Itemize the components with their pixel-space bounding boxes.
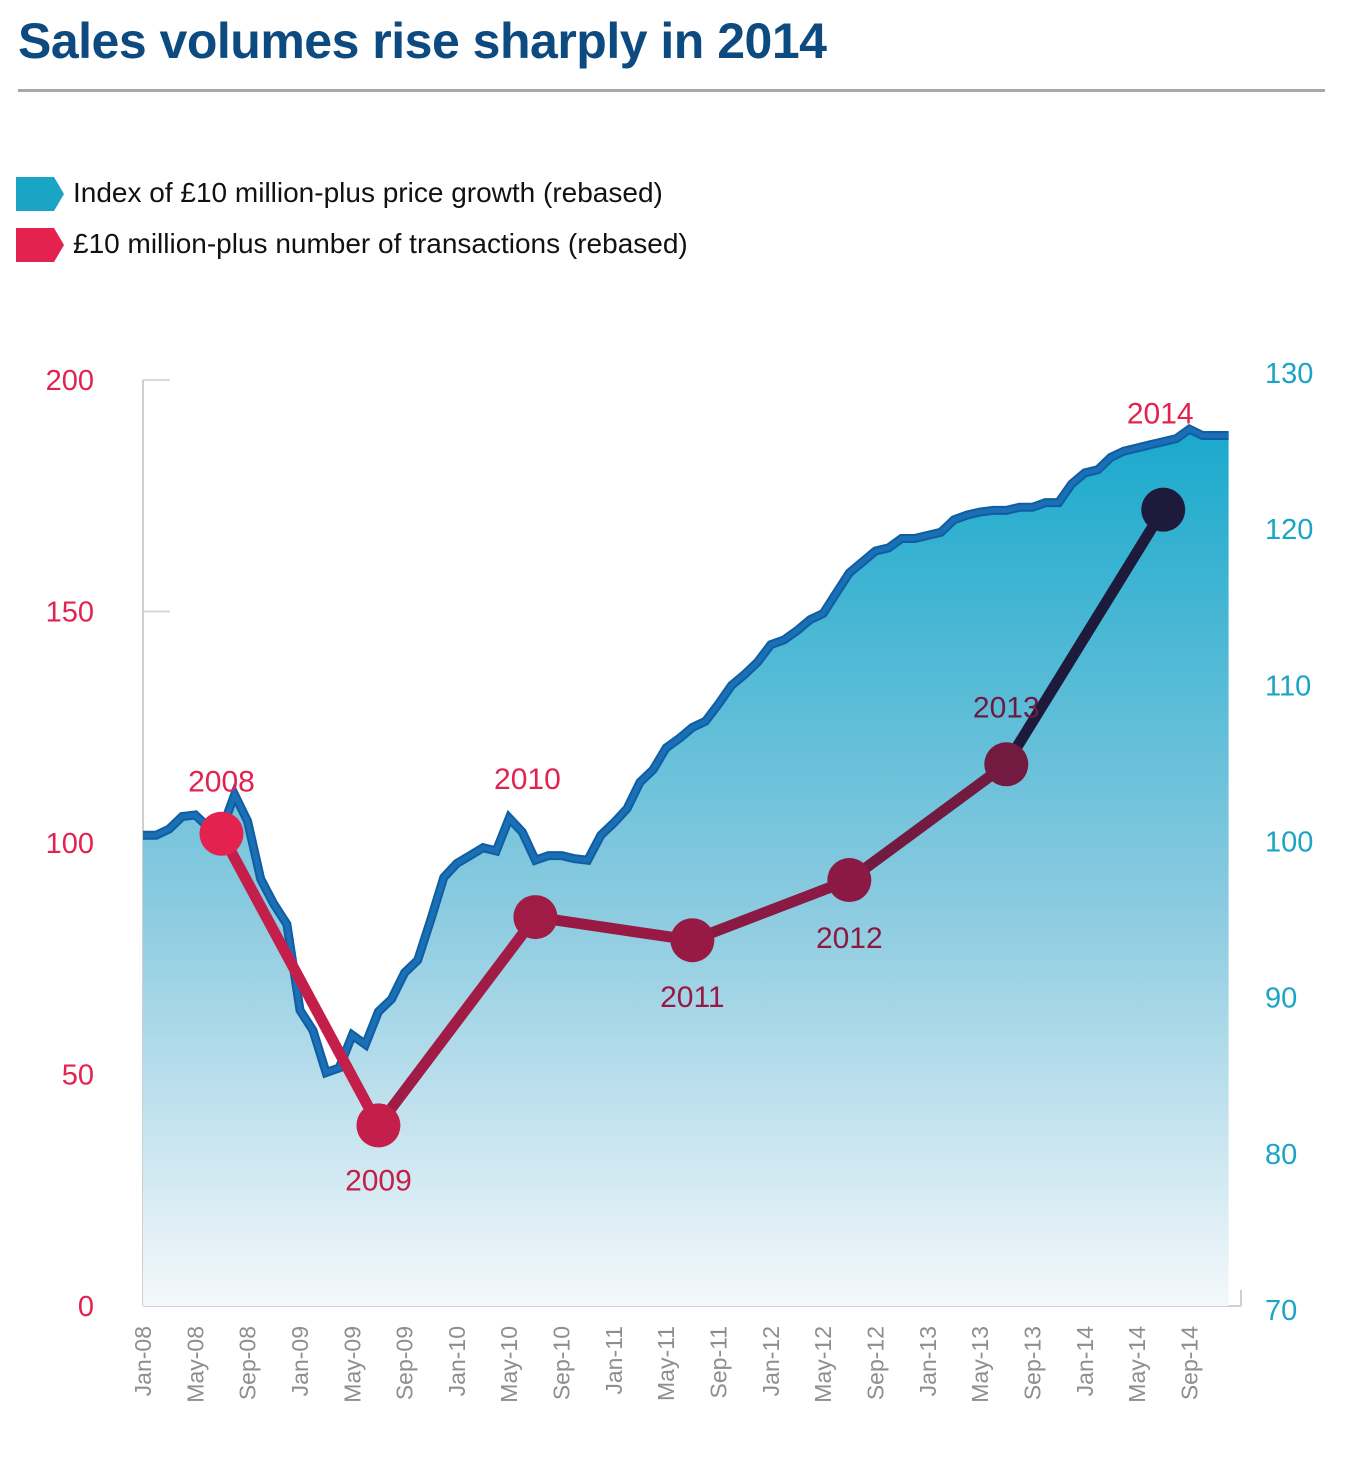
left-axis-tick-label: 100: [46, 828, 94, 860]
x-axis-tick-label: Sep-14: [1176, 1326, 1202, 1400]
price-index-line: [143, 426, 1229, 1076]
transactions-line-segment: [1000, 504, 1169, 770]
right-axis-tick-label: 90: [1265, 983, 1297, 1015]
annotation-2014: 2014: [1127, 398, 1194, 431]
x-axis-tick-label: Sep-10: [549, 1326, 575, 1400]
right-axis-tick-label: 70: [1265, 1295, 1297, 1327]
transactions-marker-2013: [984, 742, 1029, 787]
x-axis-tick-label: May-11: [653, 1326, 679, 1401]
x-axis-tick-label: May-12: [810, 1326, 836, 1403]
left-axis-tick-label: 0: [78, 1291, 94, 1323]
chart-title: Sales volumes rise sharply in 2014: [18, 13, 827, 69]
legend-label-transactions: £10 million-plus number of transactions …: [73, 228, 688, 259]
legend-swatch-price-index-icon: [16, 177, 64, 211]
right-axis-tick-label: 100: [1265, 827, 1313, 859]
x-axis-tick-label: May-08: [182, 1326, 208, 1403]
transactions-marker-2011: [670, 918, 715, 963]
x-axis-tick-label: Jan-09: [287, 1326, 313, 1396]
transactions-line-segment: [215, 828, 384, 1131]
x-axis-tick-label: Jan-08: [130, 1326, 156, 1396]
transactions-marker-2008: [199, 811, 244, 856]
right-axis-tick-label: 130: [1265, 358, 1313, 390]
legend-label-price-index: Index of £10 million-plus price growth (…: [73, 177, 663, 208]
annotation-2011: 2011: [660, 981, 725, 1014]
transactions-line-segment: [529, 911, 698, 946]
x-axis-tick-label: May-10: [496, 1326, 522, 1403]
x-axis-tick-label: Jan-14: [1072, 1326, 1098, 1397]
left-axis-tick-label: 150: [46, 597, 94, 629]
legend-swatch-transactions-icon: [16, 228, 64, 262]
price-index-area: [143, 429, 1229, 1306]
annotation-2012: 2012: [816, 922, 883, 955]
transactions-line-segment: [686, 874, 855, 946]
right-axis-tick-label: 80: [1265, 1139, 1297, 1171]
x-axis-tick-label: Sep-08: [235, 1326, 261, 1400]
x-axis-tick-label: Jan-13: [915, 1326, 941, 1396]
title-divider: [18, 89, 1325, 92]
transactions-marker-2010: [513, 895, 558, 940]
right-axis-tick-label: 110: [1265, 670, 1311, 702]
annotation-2009: 2009: [345, 1164, 412, 1197]
x-axis-tick-label: Jan-12: [758, 1326, 784, 1396]
annotation-2013: 2013: [973, 691, 1040, 724]
transactions-line-segment: [372, 911, 541, 1131]
left-axis-tick-label: 200: [46, 365, 94, 397]
left-axis-tick-label: 50: [62, 1060, 94, 1092]
transactions-marker-2012: [827, 858, 872, 903]
transactions-line-segment: [843, 758, 1012, 886]
x-axis-tick-label: Sep-11: [706, 1326, 732, 1398]
x-axis-tick-label: May-09: [339, 1326, 365, 1403]
transactions-marker-2014: [1141, 487, 1186, 532]
x-axis-tick-label: Jan-11: [601, 1326, 627, 1395]
x-axis-tick-label: Sep-09: [392, 1326, 418, 1400]
transactions-marker-2009: [356, 1103, 401, 1148]
x-axis-tick-label: May-13: [967, 1326, 993, 1403]
annotation-2010: 2010: [494, 763, 561, 796]
x-axis-tick-label: Sep-12: [863, 1326, 889, 1400]
annotation-2008: 2008: [188, 766, 255, 799]
right-axis-tick-label: 120: [1265, 514, 1313, 546]
x-axis-tick-label: Jan-10: [444, 1326, 470, 1396]
x-axis-tick-label: Sep-13: [1019, 1326, 1045, 1400]
x-axis-tick-label: May-14: [1124, 1326, 1150, 1403]
